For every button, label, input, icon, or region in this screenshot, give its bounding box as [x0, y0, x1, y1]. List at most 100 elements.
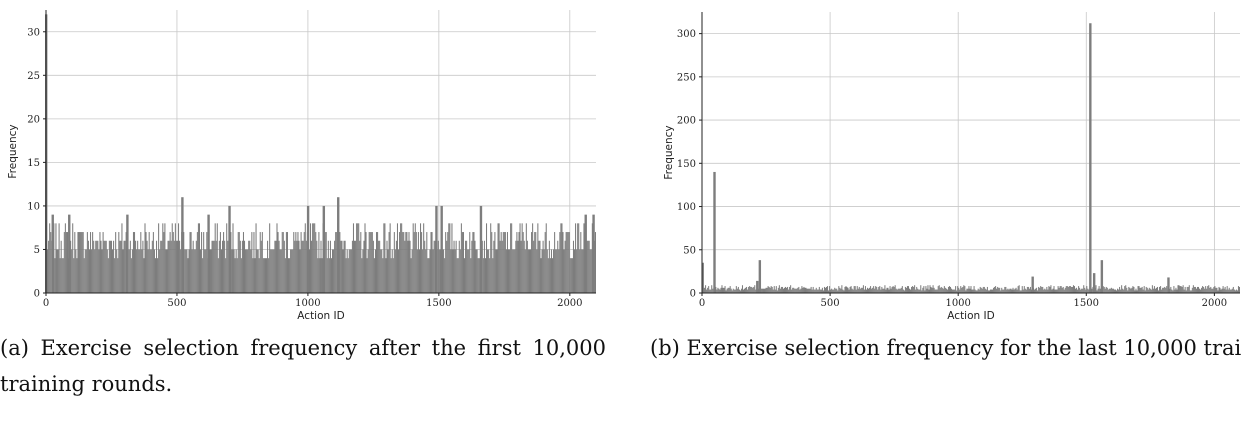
bar — [211, 240, 213, 293]
bar — [233, 249, 235, 293]
bar — [1212, 288, 1214, 293]
bar-peak — [181, 197, 184, 293]
bar — [494, 232, 496, 293]
y-tick-label: 250 — [677, 72, 696, 83]
bar — [47, 249, 49, 293]
bar — [113, 240, 115, 293]
bar — [575, 223, 577, 293]
bar — [947, 286, 949, 293]
bar — [773, 286, 775, 293]
bar — [1205, 286, 1207, 293]
bar — [406, 232, 408, 293]
bar — [392, 258, 394, 293]
bar — [1149, 288, 1151, 293]
bar — [325, 232, 327, 293]
bar — [262, 258, 264, 293]
bar-peak — [207, 214, 210, 293]
bar — [570, 258, 572, 293]
bar — [1043, 289, 1045, 293]
bar — [883, 288, 885, 293]
bar — [990, 289, 993, 293]
bar — [552, 258, 554, 293]
bar — [402, 232, 404, 293]
bar — [566, 232, 568, 293]
bar — [1105, 286, 1107, 293]
bar — [345, 258, 347, 293]
bar — [985, 289, 987, 293]
bar — [256, 249, 258, 293]
bar — [770, 286, 772, 293]
bar — [1064, 287, 1066, 293]
bar — [912, 286, 914, 293]
bar — [892, 286, 894, 293]
bar — [1210, 286, 1212, 293]
bar — [495, 249, 497, 293]
bar — [755, 289, 757, 293]
bar — [818, 286, 820, 293]
bar — [293, 232, 295, 293]
bar — [153, 249, 155, 293]
bar-peak — [306, 205, 310, 293]
bar — [1176, 289, 1178, 293]
bar — [410, 258, 412, 293]
bar — [833, 289, 835, 293]
bar — [401, 223, 403, 293]
bar — [1188, 285, 1190, 293]
bar — [902, 289, 904, 293]
bar — [408, 232, 410, 293]
bar — [942, 288, 944, 293]
bar — [768, 286, 770, 293]
bar — [586, 240, 588, 293]
bar — [1235, 289, 1237, 293]
bar — [1001, 287, 1003, 293]
bar — [843, 290, 845, 293]
bar — [88, 249, 90, 293]
bar — [361, 258, 363, 293]
bar — [456, 258, 458, 293]
bar — [77, 232, 79, 293]
bar — [973, 286, 975, 293]
bar-peak — [440, 205, 443, 293]
bar — [807, 288, 809, 293]
bar — [1150, 289, 1152, 293]
bar — [749, 286, 751, 293]
y-tick-label: 50 — [683, 245, 696, 256]
bar — [886, 287, 888, 293]
bar — [316, 240, 318, 293]
bar — [244, 240, 246, 293]
bar — [1027, 286, 1029, 293]
bar — [545, 223, 547, 293]
bar — [1162, 287, 1164, 293]
bar — [797, 287, 799, 293]
bar — [399, 232, 401, 293]
bar — [534, 232, 536, 293]
bar — [1059, 286, 1061, 293]
bar — [740, 288, 742, 293]
bar — [1213, 286, 1215, 293]
bar — [849, 286, 851, 293]
bar — [781, 286, 783, 293]
bar — [373, 258, 375, 293]
bar — [1012, 287, 1014, 293]
bar — [727, 287, 729, 293]
bar — [810, 286, 812, 293]
bar — [742, 289, 745, 293]
bar — [48, 240, 50, 293]
bar — [264, 258, 266, 293]
bar — [332, 249, 334, 293]
bar — [978, 289, 980, 293]
bar — [195, 240, 197, 293]
bar — [203, 232, 205, 293]
bar — [1007, 288, 1009, 293]
bar — [175, 240, 177, 293]
bar — [1082, 288, 1084, 293]
bar — [60, 240, 62, 293]
bar — [750, 286, 752, 293]
bar — [526, 240, 528, 293]
bar — [238, 232, 240, 293]
bar — [1189, 290, 1191, 293]
bar — [1112, 288, 1114, 293]
bar — [429, 249, 431, 293]
bar — [920, 285, 922, 293]
bar — [79, 232, 81, 293]
